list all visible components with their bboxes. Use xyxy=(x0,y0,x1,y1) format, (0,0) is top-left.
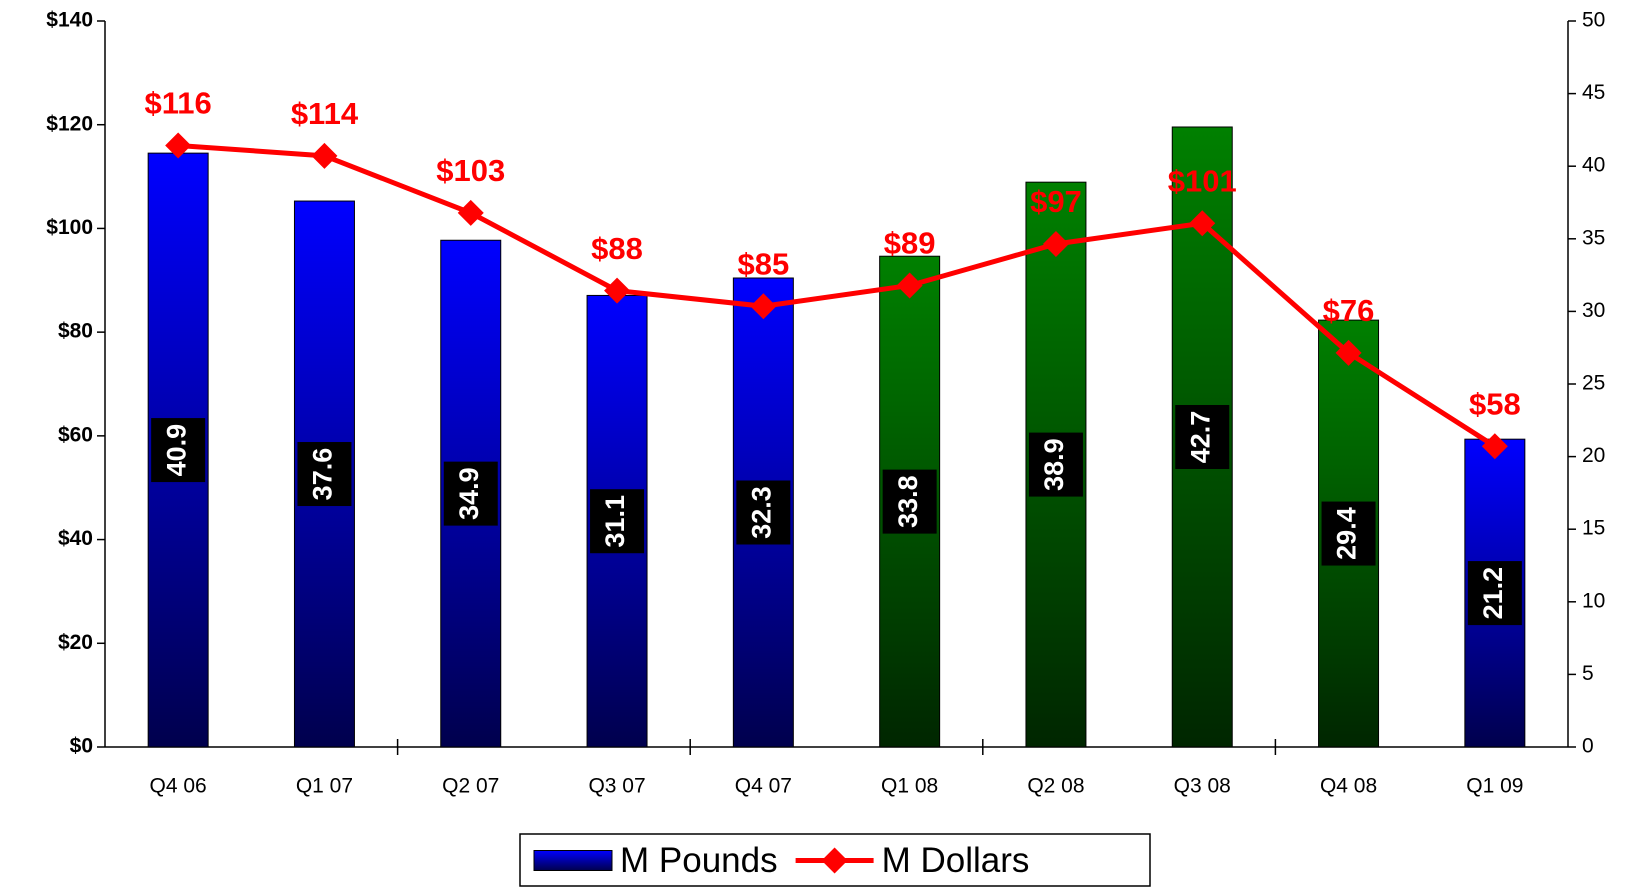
bar-label-box xyxy=(1175,404,1230,469)
bar-label: 32.3 xyxy=(746,486,776,539)
line-label: $114 xyxy=(291,96,359,131)
bar-label: 33.8 xyxy=(893,475,923,528)
x-tick-label: Q1 07 xyxy=(296,775,353,798)
line xyxy=(177,142,1497,449)
bar-label: 34.9 xyxy=(454,467,484,520)
y-tick-label: $0 xyxy=(70,735,93,758)
x-tick-label: Q1 08 xyxy=(881,775,938,798)
line-label: $103 xyxy=(436,153,505,188)
y-tick-label: $140 xyxy=(46,9,93,32)
bar-label: 40.9 xyxy=(161,424,191,477)
y-tick-label: $100 xyxy=(46,216,93,239)
bar-label: 29.4 xyxy=(1332,507,1362,560)
bar-label: 37.6 xyxy=(308,448,338,501)
x-tick-label: Q2 07 xyxy=(442,775,499,798)
y-tick-label: $40 xyxy=(58,527,93,550)
y2-tick-label: 25 xyxy=(1582,372,1605,395)
legend-swatch xyxy=(533,850,613,871)
bar-label-box xyxy=(1028,432,1083,497)
line-label: $85 xyxy=(737,246,789,281)
bar-label-box xyxy=(1467,561,1522,626)
line-label: $58 xyxy=(1469,386,1521,421)
line-marker xyxy=(896,272,923,299)
x-tick-label: Q3 08 xyxy=(1174,775,1231,798)
line-label: $89 xyxy=(884,226,936,261)
y-tick-label: $120 xyxy=(46,112,93,135)
bar-label: 21.2 xyxy=(1478,567,1508,620)
line-label: $88 xyxy=(591,231,643,266)
line-marker xyxy=(750,293,777,320)
y-tick-label: $80 xyxy=(58,320,93,343)
x-tick-label: Q4 07 xyxy=(735,775,792,798)
x-tick-label: Q4 08 xyxy=(1320,775,1377,798)
y2-tick-label: 30 xyxy=(1582,299,1605,322)
legend-label: M Dollars xyxy=(882,841,1030,880)
y2-tick-label: 5 xyxy=(1582,662,1594,685)
line-label: $101 xyxy=(1168,163,1237,198)
bar-label-box xyxy=(590,489,645,554)
bar-label: 31.1 xyxy=(600,495,630,548)
bar-label-box xyxy=(882,469,937,534)
bar-label: 38.9 xyxy=(1039,438,1069,491)
bar-label-box xyxy=(151,418,206,483)
y2-tick-label: 15 xyxy=(1582,517,1605,540)
line-label: $97 xyxy=(1030,184,1082,219)
bar-label-box xyxy=(1321,501,1376,566)
bar-label-box xyxy=(443,461,498,526)
y2-tick-label: 40 xyxy=(1582,154,1605,177)
y2-tick-label: 50 xyxy=(1582,9,1605,32)
line-marker xyxy=(1335,339,1362,366)
line-marker xyxy=(311,142,338,169)
legend-label: M Pounds xyxy=(620,841,778,880)
y2-tick-label: 10 xyxy=(1582,589,1605,612)
x-tick-label: Q4 06 xyxy=(150,775,207,798)
bar-label-box xyxy=(736,480,791,545)
x-tick-label: Q2 08 xyxy=(1027,775,1084,798)
y2-tick-label: 0 xyxy=(1582,735,1594,758)
y2-tick-label: 45 xyxy=(1582,81,1605,104)
legend-marker xyxy=(821,847,848,874)
y2-tick-label: 20 xyxy=(1582,444,1605,467)
line-marker xyxy=(1189,210,1216,237)
x-tick-label: Q1 09 xyxy=(1466,775,1523,798)
line-marker xyxy=(1042,230,1069,257)
bar-label-box xyxy=(297,442,352,507)
line-label: $116 xyxy=(145,86,212,121)
line-marker xyxy=(457,199,484,226)
y-tick-label: $20 xyxy=(58,631,93,654)
line-label: $76 xyxy=(1323,293,1375,328)
bar-label: 42.7 xyxy=(1185,411,1215,464)
line-marker xyxy=(604,277,631,304)
line-marker xyxy=(1481,433,1508,460)
line-marker xyxy=(165,132,192,159)
y-tick-label: $60 xyxy=(58,423,93,446)
y2-tick-label: 35 xyxy=(1582,226,1605,249)
x-tick-label: Q3 07 xyxy=(588,775,645,798)
